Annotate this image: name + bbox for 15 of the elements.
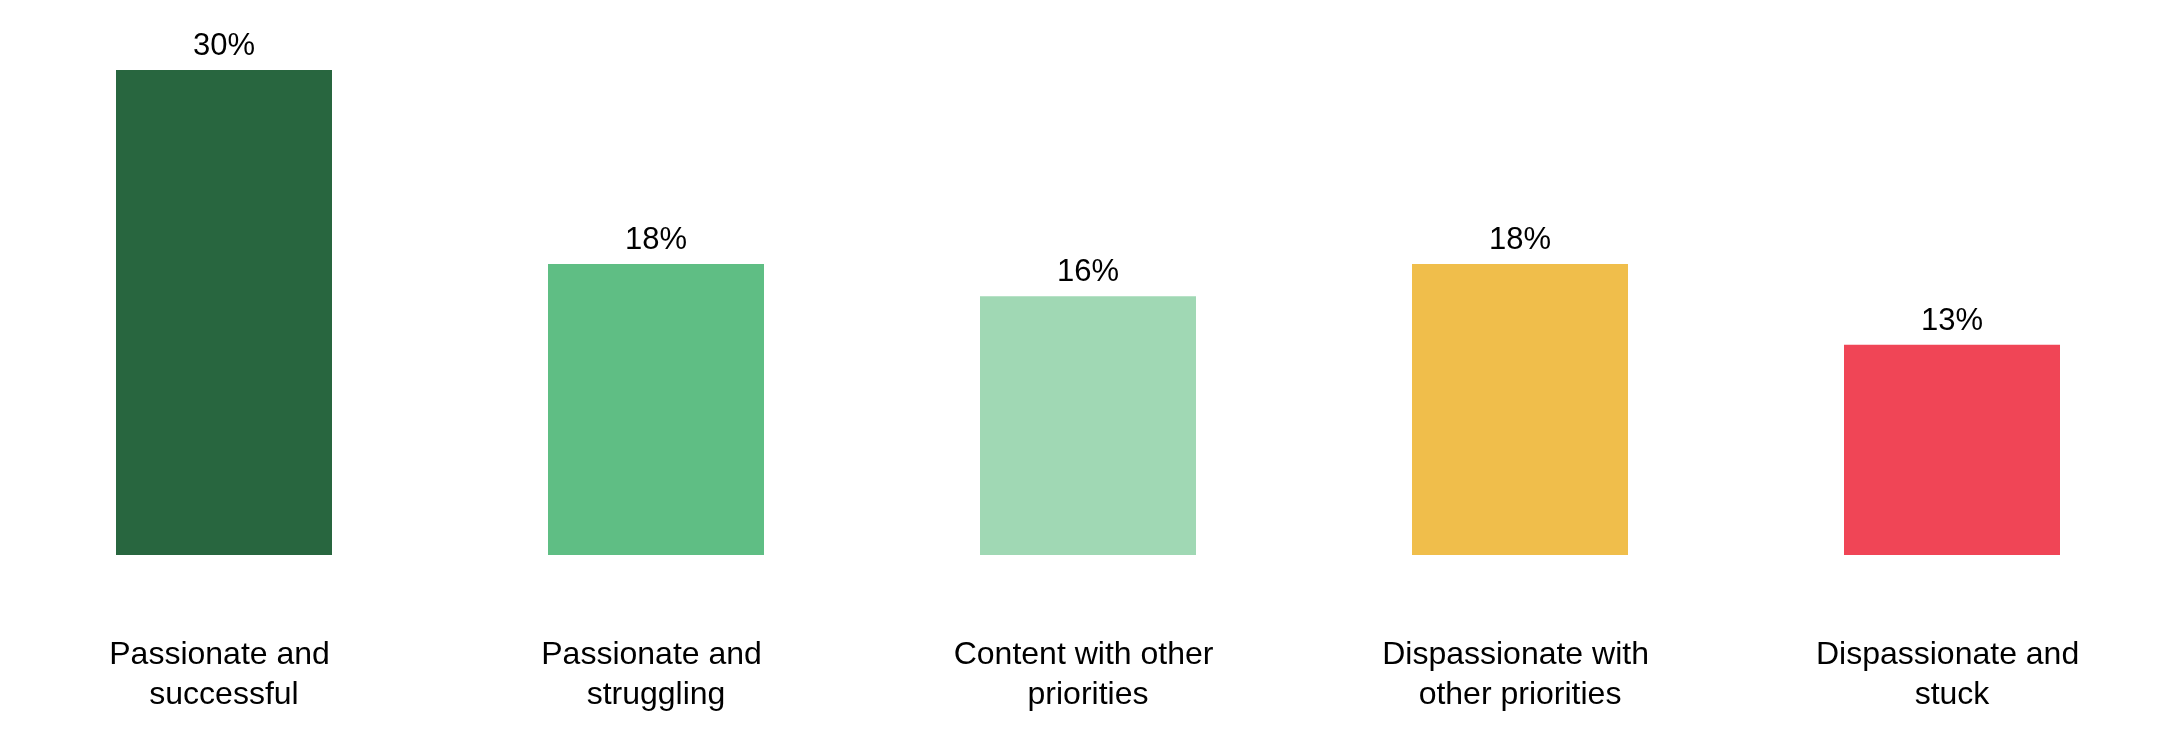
data-label: 30% bbox=[192, 27, 256, 62]
x-tick-label: Passionate and struggling bbox=[541, 635, 771, 711]
data-label: 18% bbox=[624, 221, 688, 256]
bar bbox=[116, 70, 332, 555]
bar bbox=[1844, 344, 2060, 555]
data-label: 18% bbox=[1488, 221, 1552, 256]
x-tick-label: Content with other priorities bbox=[953, 635, 1223, 711]
data-label: 13% bbox=[1920, 301, 1984, 337]
x-tick-label: Passionate and successful bbox=[109, 635, 339, 711]
data-label: 16% bbox=[1056, 253, 1120, 289]
x-tick-label: Dispassionate with other priorities bbox=[1382, 635, 1658, 711]
bar bbox=[980, 296, 1196, 555]
bar bbox=[1412, 264, 1628, 555]
x-tick-label: Dispassionate and stuck bbox=[1815, 635, 2089, 711]
bar bbox=[548, 264, 764, 555]
